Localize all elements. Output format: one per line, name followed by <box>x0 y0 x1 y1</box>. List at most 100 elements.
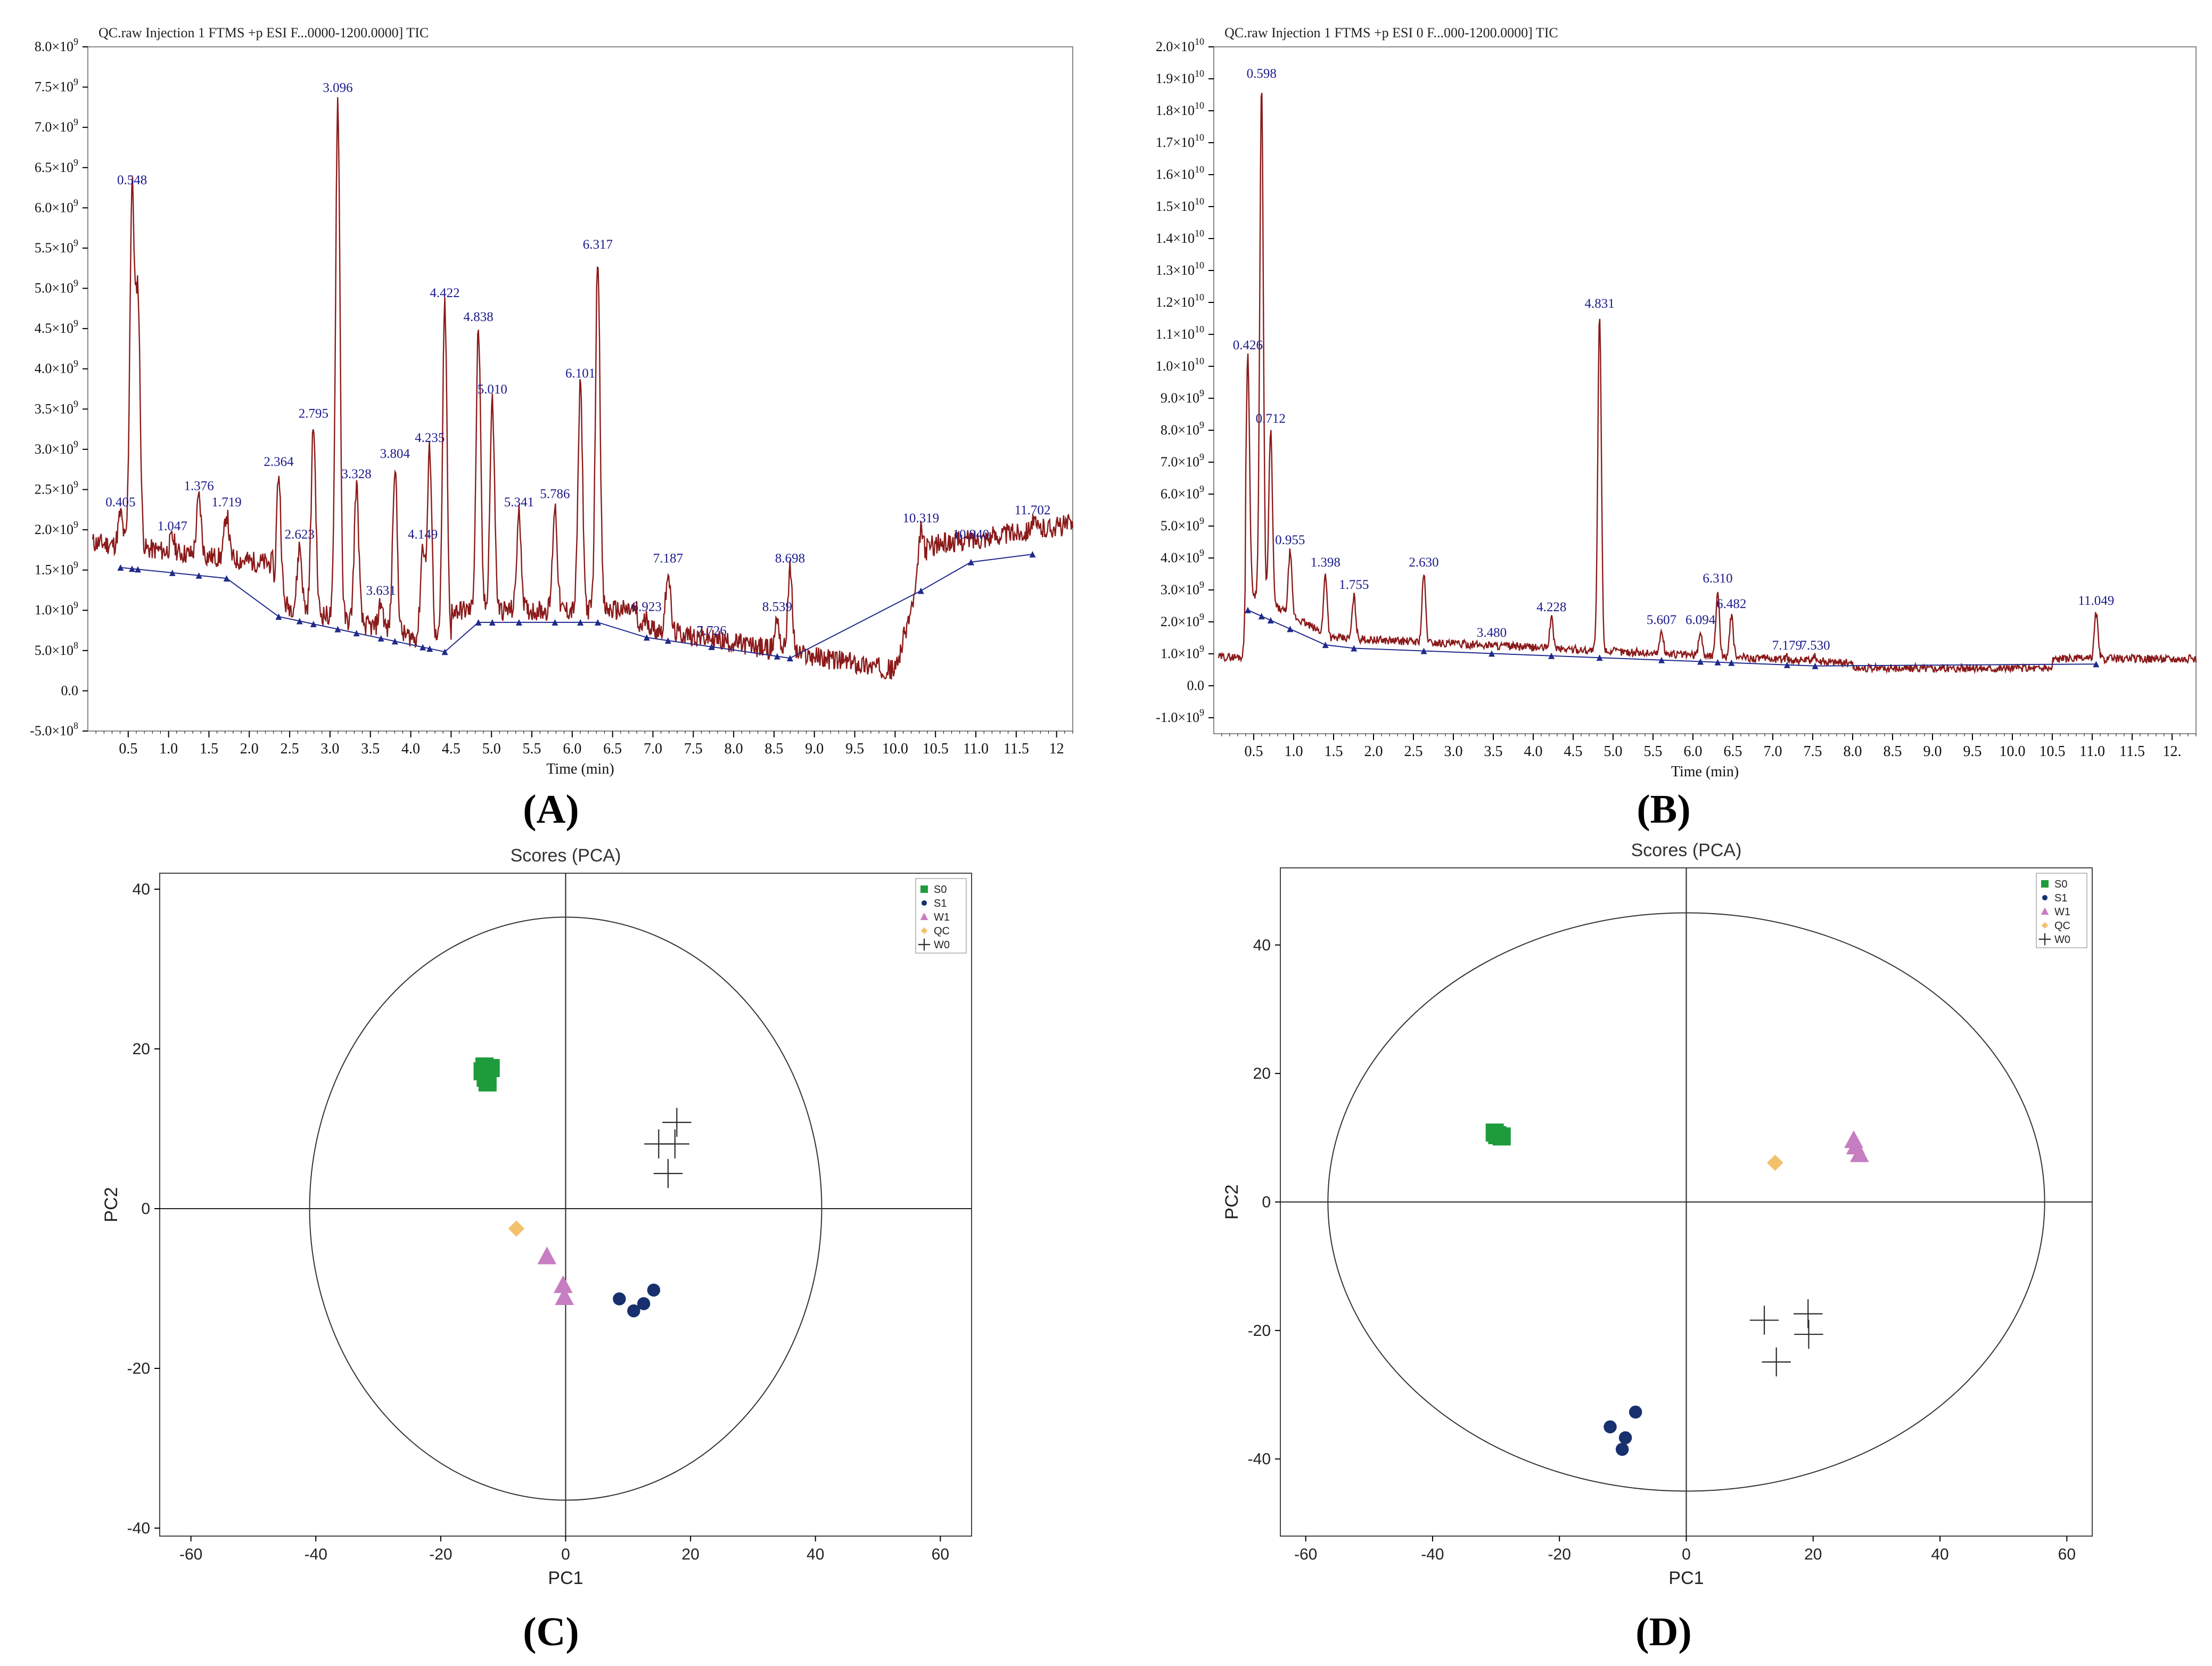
x-tick-label: 1.0 <box>159 741 178 757</box>
hotelling-ellipse <box>309 916 823 1501</box>
score-point-s1 <box>1618 1431 1632 1445</box>
peak-marker <box>353 630 360 637</box>
x-tick-label: 11.0 <box>963 741 989 757</box>
peak-label: 1.398 <box>1311 555 1341 570</box>
score-point-s1 <box>647 1283 661 1297</box>
peak-label: 0.426 <box>1233 338 1263 352</box>
peak-label: 7.726 <box>696 624 726 638</box>
x-axis-label: PC1 <box>1668 1568 1704 1588</box>
peak-marker <box>664 637 671 644</box>
peak-label: 5.607 <box>1647 613 1676 627</box>
peak-label: 6.101 <box>565 366 595 381</box>
x-tick-label: 10.0 <box>882 741 908 757</box>
peak-marker <box>643 634 650 641</box>
peak-marker <box>1351 645 1358 652</box>
y-tick-label: 1.6×1010 <box>1156 164 1204 182</box>
score-point-w1 <box>555 1287 574 1305</box>
y-tick-label: 2.0×109 <box>35 519 78 537</box>
peak-label: 8.698 <box>775 552 805 566</box>
peak-label: 0.712 <box>1256 412 1286 426</box>
x-tick-label: 0.5 <box>119 741 137 757</box>
legend-label: W0 <box>2054 934 2070 946</box>
x-tick-label: 4.0 <box>401 741 420 757</box>
x-tick-label: 60 <box>2058 1546 2076 1563</box>
peak-marker <box>1029 551 1036 558</box>
score-point-w0 <box>662 1107 692 1137</box>
peak-label: 5.341 <box>504 495 534 510</box>
y-tick-label: 9.0×109 <box>1161 388 1204 406</box>
legend-marker <box>921 900 927 906</box>
peak-marker <box>441 649 448 655</box>
score-point-s1 <box>1604 1420 1617 1434</box>
y-tick-label: 20 <box>133 1040 150 1058</box>
peak-marker <box>1697 658 1704 665</box>
x-tick-label: 11.5 <box>1004 741 1029 757</box>
x-tick-label: 2.5 <box>281 741 299 757</box>
legend-label: S0 <box>934 884 947 896</box>
x-tick-label: 40 <box>807 1546 824 1563</box>
y-tick-label: 2.0×109 <box>1161 611 1204 629</box>
legend-marker <box>2041 880 2049 888</box>
y-tick-label: 4.5×109 <box>35 318 78 336</box>
peak-marker <box>489 619 496 626</box>
tic-trace <box>1218 93 2197 674</box>
peak-label: 3.328 <box>342 467 372 481</box>
y-tick-label: 20 <box>1253 1065 1271 1082</box>
x-tick-label: 9.0 <box>1923 743 1942 760</box>
legend-marker <box>920 913 928 920</box>
y-tick-label: 8.0×109 <box>1161 420 1204 438</box>
y-tick-label: 1.3×1010 <box>1156 260 1204 278</box>
x-tick-label: 0 <box>561 1546 570 1563</box>
peak-marker <box>223 575 230 582</box>
peak-label: 4.838 <box>464 310 494 324</box>
y-tick-label: 1.2×1010 <box>1156 292 1204 310</box>
legend-marker <box>920 927 928 934</box>
x-tick-label: 4.0 <box>1524 743 1543 760</box>
legend-label: W1 <box>934 912 950 923</box>
y-tick-label: 40 <box>133 881 150 898</box>
x-tick-label: 20 <box>681 1546 699 1563</box>
x-tick-label: 3.0 <box>320 741 339 757</box>
x-tick-label: 4.5 <box>442 741 461 757</box>
x-tick-label: 2.5 <box>1404 743 1423 760</box>
peak-marker <box>129 565 136 572</box>
peak-label: 3.804 <box>380 447 410 461</box>
x-tick-label: 8.0 <box>1844 743 1862 760</box>
x-tick-label: 6.5 <box>1724 743 1742 760</box>
x-tick-label: 7.5 <box>684 741 703 757</box>
y-tick-label: 3.0×109 <box>35 439 78 457</box>
peak-marker <box>708 643 715 650</box>
score-point-w0 <box>1749 1306 1779 1335</box>
integration-baseline <box>120 554 1033 659</box>
y-tick-label: 1.9×1010 <box>1156 68 1204 86</box>
y-tick-label: 4.0×109 <box>1161 547 1204 565</box>
peak-marker <box>420 644 426 651</box>
score-point-s0 <box>473 1062 492 1080</box>
legend-marker <box>918 938 931 951</box>
x-tick-label: 7.0 <box>1764 743 1782 760</box>
pca-title: Scores (PCA) <box>1631 840 1742 860</box>
peak-label: 10.940 <box>953 527 990 541</box>
peak-marker <box>1812 662 1819 669</box>
peak-marker <box>1258 613 1265 620</box>
x-tick-label: 7.0 <box>644 741 662 757</box>
peak-marker <box>786 655 793 662</box>
y-tick-label: 5.5×109 <box>35 237 78 256</box>
x-tick-label: 8.5 <box>764 741 783 757</box>
y-tick-label: 0.0 <box>1187 678 1205 693</box>
peak-marker <box>1322 642 1329 649</box>
legend-marker <box>2042 894 2048 901</box>
peak-label: 2.795 <box>299 407 328 421</box>
pca-scores-d: Scores (PCA) -60 -40 -20 0 20 40 60 40 20 0 -20 -40 P… <box>1222 840 2093 1588</box>
y-tick-label: -40 <box>1248 1450 1271 1468</box>
y-tick-label: 2.5×109 <box>35 479 78 497</box>
x-tick-label: 40 <box>1931 1546 1948 1563</box>
x-tick-label: 8.0 <box>725 741 743 757</box>
x-tick-label: 10.5 <box>923 741 949 757</box>
peak-label: 1.719 <box>212 495 242 510</box>
x-tick-label: 12 <box>1049 741 1064 757</box>
x-tick-label: 2.0 <box>1364 743 1383 760</box>
peak-label: 1.376 <box>184 479 214 494</box>
y-tick-label: 40 <box>1253 937 1271 954</box>
